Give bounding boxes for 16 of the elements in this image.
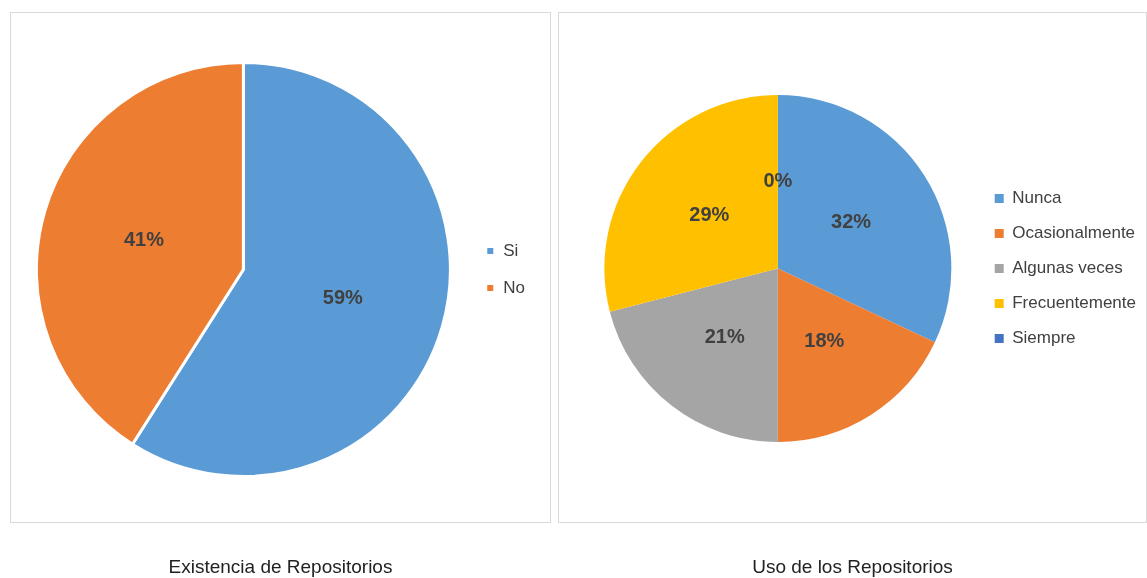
text: Uso de los Repositorios [751, 556, 954, 578]
legend-label: Ocasionalmente [1012, 223, 1136, 243]
legend-label: No [503, 277, 525, 297]
legend-label: Si [503, 240, 519, 260]
data-label: 21% [704, 324, 745, 347]
legend-label: Frecuentemente [1012, 293, 1137, 313]
data-label: 29% [689, 202, 730, 225]
legend-label: Algunas veces [1012, 258, 1123, 278]
legend-label: Nunca [1012, 188, 1062, 208]
text: 0% [763, 169, 793, 192]
legend-label: Siempre [1012, 328, 1076, 348]
data-label: 32% [831, 209, 872, 232]
text: Existencia de Repositorios [167, 556, 394, 578]
data-label: 59% [322, 285, 364, 308]
data-label: 18% [804, 329, 845, 352]
data-label: 41% [123, 228, 165, 251]
